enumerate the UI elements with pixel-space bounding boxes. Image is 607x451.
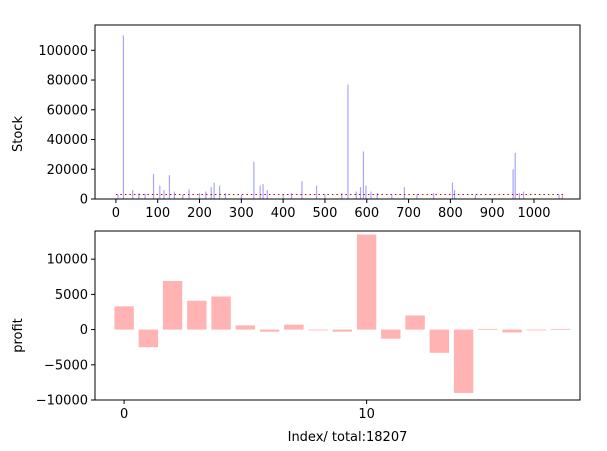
y-tick-label: 0 [80, 193, 88, 208]
x-tick-label: 10 [358, 407, 375, 422]
x-tick-label: 0 [120, 407, 128, 422]
profit-bar [502, 329, 522, 333]
y-tick-label: 40000 [47, 133, 88, 148]
y-tick-label: 60000 [47, 103, 88, 118]
stock-axes-frame [94, 24, 581, 200]
stock-y-ticks: 0 20000 40000 60000 80000 100000 [38, 44, 95, 208]
profit-bar [550, 328, 571, 330]
x-tick-label: 500 [313, 206, 338, 221]
profit-y-axis-label: profit [11, 318, 26, 353]
stock-chart: 0 100 200 300 400 500 600 700 800 900 1000 0 20000 4… [11, 24, 581, 221]
profit-chart: 0 10 −10000 −5000 0 5000 10000 profit Index/ … [11, 230, 581, 445]
profit-bar [405, 315, 425, 330]
y-tick-label: 20000 [47, 163, 88, 178]
stock-bars [117, 35, 564, 199]
x-tick-label: 700 [396, 206, 421, 221]
x-tick-label: 0 [112, 206, 120, 221]
x-tick-label: 600 [354, 206, 379, 221]
profit-y-ticks: −10000 −5000 0 5000 10000 [36, 253, 95, 409]
profit-bar [259, 329, 280, 332]
profit-x-ticks: 0 10 [120, 400, 375, 422]
y-tick-label: 10000 [47, 253, 88, 268]
profit-bar [162, 280, 183, 330]
x-tick-label: 400 [271, 206, 296, 221]
profit-bar [332, 329, 353, 332]
profit-bar [478, 328, 498, 330]
profit-bar [284, 324, 304, 330]
profit-bars [114, 234, 571, 393]
y-tick-label: 5000 [55, 288, 88, 303]
profit-bar [187, 300, 207, 330]
profit-bar [526, 329, 547, 331]
profit-bar [211, 296, 231, 330]
profit-axes-frame [94, 230, 581, 401]
profit-bar [138, 329, 159, 348]
stock-x-ticks: 0 100 200 300 400 500 600 700 800 900 1000 [112, 199, 551, 221]
stock-y-axis-label: Stock [11, 116, 26, 152]
x-tick-label: 300 [229, 206, 254, 221]
profit-bar [114, 306, 134, 330]
y-tick-label: 0 [80, 323, 88, 338]
profit-bar [356, 234, 377, 330]
profit-bar [429, 329, 450, 353]
y-tick-label: −5000 [44, 358, 88, 373]
profit-bar [235, 325, 256, 330]
x-tick-label: 900 [480, 206, 505, 221]
profit-bar [381, 329, 401, 339]
x-tick-label: 800 [438, 206, 463, 221]
y-tick-label: 100000 [38, 44, 88, 59]
y-tick-label: 80000 [47, 74, 88, 89]
profit-x-axis-label: Index/ total:18207 [288, 430, 408, 445]
x-tick-label: 1000 [517, 206, 550, 221]
profit-bar [308, 329, 328, 331]
y-tick-label: −10000 [36, 394, 88, 409]
x-tick-label: 200 [187, 206, 212, 221]
profit-bar [453, 329, 474, 393]
x-tick-label: 100 [145, 206, 170, 221]
